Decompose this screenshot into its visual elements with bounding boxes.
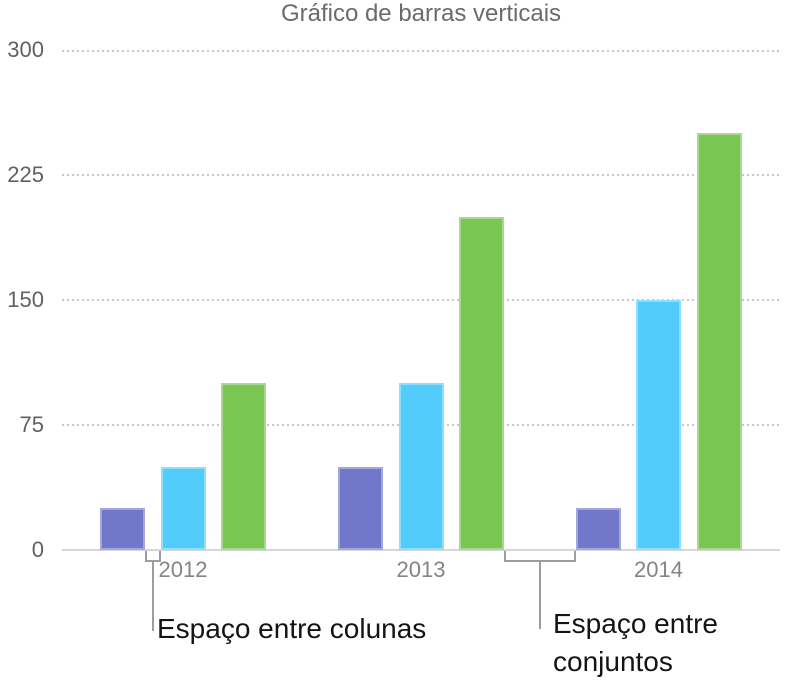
bar-purple-2013 <box>338 466 383 550</box>
set-gap-annotation: Espaço entre conjuntos <box>553 605 718 681</box>
plot-area <box>62 50 780 551</box>
chart-title: Gráfico de barras verticais <box>280 0 562 27</box>
set-gap-annotation-line1: Espaço entre <box>553 608 718 639</box>
bar-purple-2014 <box>575 508 621 550</box>
bar-blue-2012 <box>160 466 206 550</box>
y-tick-label-150: 150 <box>7 287 44 312</box>
x-axis-line <box>62 549 780 551</box>
bar-purple-2012 <box>100 508 145 550</box>
bar-green-2014 <box>696 133 742 550</box>
bar-green-2012 <box>221 383 266 550</box>
set-gap-callout-line <box>538 561 541 629</box>
bar-blue-2013 <box>398 383 444 550</box>
bar-green-2013 <box>459 216 504 550</box>
y-tick-label-225: 225 <box>7 162 44 187</box>
x-tick-label-2012: 2012 <box>158 557 208 582</box>
x-tick-label-2013: 2013 <box>396 557 446 582</box>
gridline-300 <box>62 50 780 52</box>
gridline-150 <box>62 299 780 301</box>
x-tick-label-2014: 2014 <box>634 557 683 582</box>
y-tick-label-300: 300 <box>7 37 44 62</box>
y-tick-label-0: 0 <box>31 537 44 562</box>
gridline-225 <box>62 174 780 176</box>
column-gap-callout-line <box>151 561 154 631</box>
set-gap-annotation-line2: conjuntos <box>553 646 673 677</box>
y-tick-label-75: 75 <box>19 412 44 437</box>
bar-blue-2014 <box>636 300 681 550</box>
column-gap-annotation: Espaço entre colunas <box>157 613 427 644</box>
